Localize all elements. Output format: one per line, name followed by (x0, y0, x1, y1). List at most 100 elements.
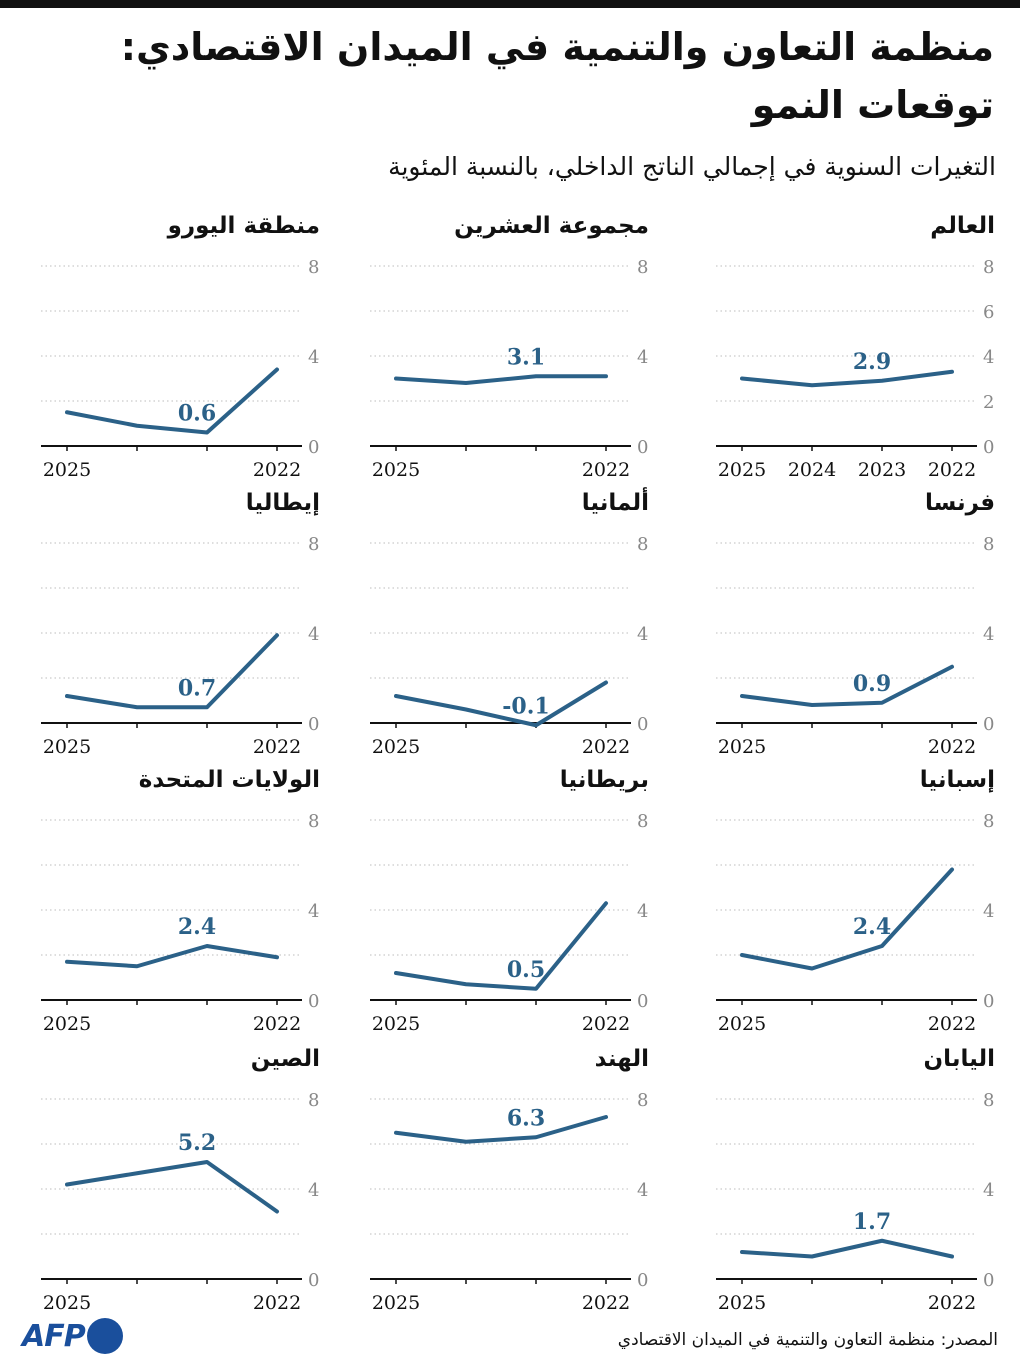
panel-chart: 0 4 8 2025 2022 0.5 (370, 811, 648, 1035)
series-line (740, 1238, 954, 1259)
y-tick-label: 4 (983, 1180, 994, 1201)
x-tick-label: 2025 (43, 1013, 91, 1035)
y-tick-label: 4 (308, 347, 319, 368)
panel-title: إسبانيا (919, 767, 995, 793)
source-note: المصدر: منظمة التعاون والتنمية في الميدا… (617, 1330, 998, 1350)
panel-chart: 0 4 8 2025 2022 5.2 (41, 1090, 319, 1314)
x-tick-label: 2025 (372, 459, 420, 481)
data-label: 1.7 (853, 1209, 891, 1235)
x-tick-label: 2022 (253, 459, 301, 481)
y-tick-label: 4 (637, 901, 648, 922)
series-line (740, 664, 954, 707)
x-tick-label: 2025 (718, 1013, 766, 1035)
y-tick-label: 8 (983, 257, 994, 278)
series-line (65, 367, 279, 435)
x-tick-label: 2025 (372, 1292, 420, 1314)
panel-title: بريطانيا (559, 767, 649, 793)
data-label: 0.5 (507, 957, 545, 983)
panel-title: اليابان (923, 1046, 995, 1072)
series-line (394, 901, 608, 991)
y-tick-label: 8 (983, 534, 994, 555)
panel-chart: 0 2 4 6 8 2025 2024 2023 2022 2.9 (716, 257, 994, 481)
panel-title: الصين (250, 1046, 320, 1072)
x-tick-label: 2025 (718, 459, 766, 481)
y-tick-label: 0 (308, 437, 319, 458)
series-line (740, 867, 954, 971)
x-tick-label: 2022 (928, 1013, 976, 1035)
y-tick-label: 0 (983, 1270, 994, 1291)
data-label: 5.2 (178, 1130, 216, 1156)
series-line (65, 633, 279, 710)
y-tick-label: 2 (983, 392, 994, 413)
x-tick-label: 2025 (372, 736, 420, 758)
y-tick-label: 8 (308, 257, 319, 278)
data-label: -0.1 (502, 693, 549, 719)
panel-chart: 0 4 8 2025 2022 0.6 (41, 257, 319, 481)
x-tick-label: 2025 (718, 1292, 766, 1314)
y-tick-label: 4 (983, 347, 994, 368)
y-tick-label: 8 (983, 811, 994, 832)
panel-chart: 0 4 8 2025 2022 0.7 (41, 534, 319, 758)
x-tick-label: 2022 (928, 1292, 976, 1314)
y-tick-label: 4 (637, 624, 648, 645)
y-tick-label: 8 (308, 534, 319, 555)
afp-logo: AFP (22, 1318, 123, 1354)
x-tick-label: 2025 (43, 1292, 91, 1314)
x-tick-label: 2022 (582, 459, 630, 481)
y-tick-label: 6 (983, 302, 994, 323)
y-tick-label: 0 (983, 714, 994, 735)
y-tick-label: 8 (308, 1090, 319, 1111)
x-tick-label: 2023 (858, 459, 906, 481)
data-label: 0.9 (853, 671, 891, 697)
panel-chart: 0 4 8 2025 2022 1.7 (716, 1090, 994, 1314)
panel-title: فرنسا (924, 490, 995, 516)
data-label: 3.1 (507, 344, 545, 370)
panel-title: مجموعة العشرين (454, 213, 649, 239)
data-label: 6.3 (507, 1105, 545, 1131)
y-tick-label: 8 (308, 811, 319, 832)
title-line-1: منظمة التعاون والتنمية في الميدان الاقتص… (120, 25, 994, 69)
x-tick-label: 2022 (582, 1013, 630, 1035)
series-line (394, 1115, 608, 1144)
y-tick-label: 0 (637, 991, 648, 1012)
panel-chart: 0 4 8 2025 2022 2.4 (41, 811, 319, 1035)
y-tick-label: 4 (983, 624, 994, 645)
y-tick-label: 8 (637, 257, 648, 278)
y-tick-label: 0 (637, 437, 648, 458)
x-tick-label: 2022 (928, 736, 976, 758)
subtitle: التغيرات السنوية في إجمالي الناتج الداخل… (388, 152, 996, 181)
y-tick-label: 4 (637, 1180, 648, 1201)
y-tick-label: 0 (637, 714, 648, 735)
title-line-2: توقعات النمو (751, 83, 994, 127)
x-tick-label: 2025 (372, 1013, 420, 1035)
logo-text: AFP (22, 1318, 86, 1354)
y-tick-label: 8 (637, 1090, 648, 1111)
series-line (740, 369, 954, 388)
y-tick-label: 0 (983, 437, 994, 458)
y-tick-label: 4 (308, 624, 319, 645)
series-line (394, 680, 608, 728)
x-tick-label: 2022 (253, 736, 301, 758)
x-tick-label: 2025 (43, 736, 91, 758)
y-tick-label: 8 (983, 1090, 994, 1111)
y-tick-label: 0 (983, 991, 994, 1012)
data-label: 2.4 (178, 914, 216, 940)
x-tick-label: 2022 (253, 1013, 301, 1035)
data-label: 0.6 (178, 401, 216, 427)
y-tick-label: 8 (637, 534, 648, 555)
y-tick-label: 0 (308, 991, 319, 1012)
x-tick-label: 2022 (928, 459, 976, 481)
data-label: 0.7 (178, 675, 216, 701)
y-tick-label: 4 (308, 1180, 319, 1201)
page-title: منظمة التعاون والتنمية في الميدان الاقتص… (34, 18, 994, 134)
data-label: 2.9 (853, 349, 891, 375)
x-tick-label: 2022 (582, 736, 630, 758)
panel-chart: 0 4 8 2025 2022 0.9 (716, 534, 994, 758)
series-line (65, 1160, 279, 1214)
panel-chart: 0 4 8 2025 2022 3.1 (370, 257, 648, 481)
y-tick-label: 4 (308, 901, 319, 922)
y-tick-label: 4 (983, 901, 994, 922)
y-tick-label: 0 (637, 1270, 648, 1291)
y-tick-label: 0 (308, 714, 319, 735)
